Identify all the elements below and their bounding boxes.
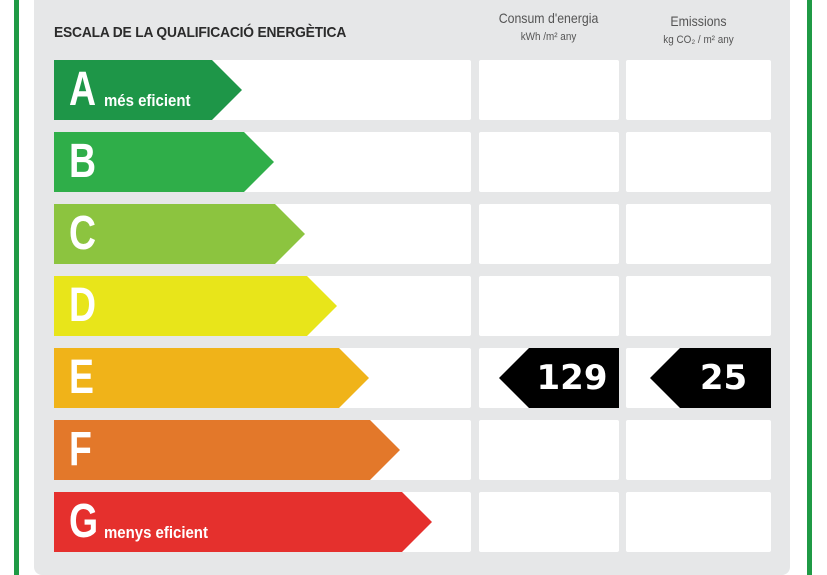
class-arrow-b: B xyxy=(54,132,274,192)
emissions-indicator-value: 25 xyxy=(699,358,748,398)
consum-column-header: Consum d'energia kWh /m² any xyxy=(478,9,619,45)
frame-border-right xyxy=(807,0,812,575)
scale-title: ESCALA DE LA QUALIFICACIÓ ENERGÈTICA xyxy=(54,24,347,41)
consum-indicator: 129 xyxy=(499,348,619,408)
consum-cell-d xyxy=(479,276,619,336)
emissions-label: Emissions xyxy=(670,13,727,29)
class-letter-c: C xyxy=(69,207,97,260)
emissions-cell-b xyxy=(626,132,771,192)
consum-cell-a xyxy=(479,60,619,120)
consum-cell-b xyxy=(479,132,619,192)
emissions-cell-d xyxy=(626,276,771,336)
class-sublabel-g: menys eficient xyxy=(104,523,208,542)
consum-unit: kWh /m² any xyxy=(520,31,577,43)
class-letter-d: D xyxy=(69,279,97,332)
class-letter-a: A xyxy=(69,63,97,116)
emissions-cell-g xyxy=(626,492,771,552)
emissions-indicator: 25 xyxy=(650,348,771,408)
class-arrow-f: F xyxy=(54,420,400,480)
consum-cell-g xyxy=(479,492,619,552)
emissions-cell-f xyxy=(626,420,771,480)
class-arrow-c: C xyxy=(54,204,305,264)
class-letter-g: G xyxy=(69,495,99,548)
class-sublabel-a: més eficient xyxy=(104,91,191,110)
frame-border-left xyxy=(14,0,19,575)
emissions-cell-a xyxy=(626,60,771,120)
class-letter-b: B xyxy=(69,135,97,188)
emissions-column-header: Emissions kg CO₂ / m² any xyxy=(626,12,771,48)
consum-cell-f xyxy=(479,420,619,480)
emissions-cell-c xyxy=(626,204,771,264)
class-arrow-d: D xyxy=(54,276,337,336)
consum-cell-c xyxy=(479,204,619,264)
consum-indicator-value: 129 xyxy=(536,358,608,398)
emissions-unit: kg CO₂ / m² any xyxy=(663,34,734,46)
class-letter-e: E xyxy=(69,351,94,404)
class-arrow-e: E xyxy=(54,348,369,408)
consum-label: Consum d'energia xyxy=(498,10,599,26)
class-letter-f: F xyxy=(69,423,92,476)
